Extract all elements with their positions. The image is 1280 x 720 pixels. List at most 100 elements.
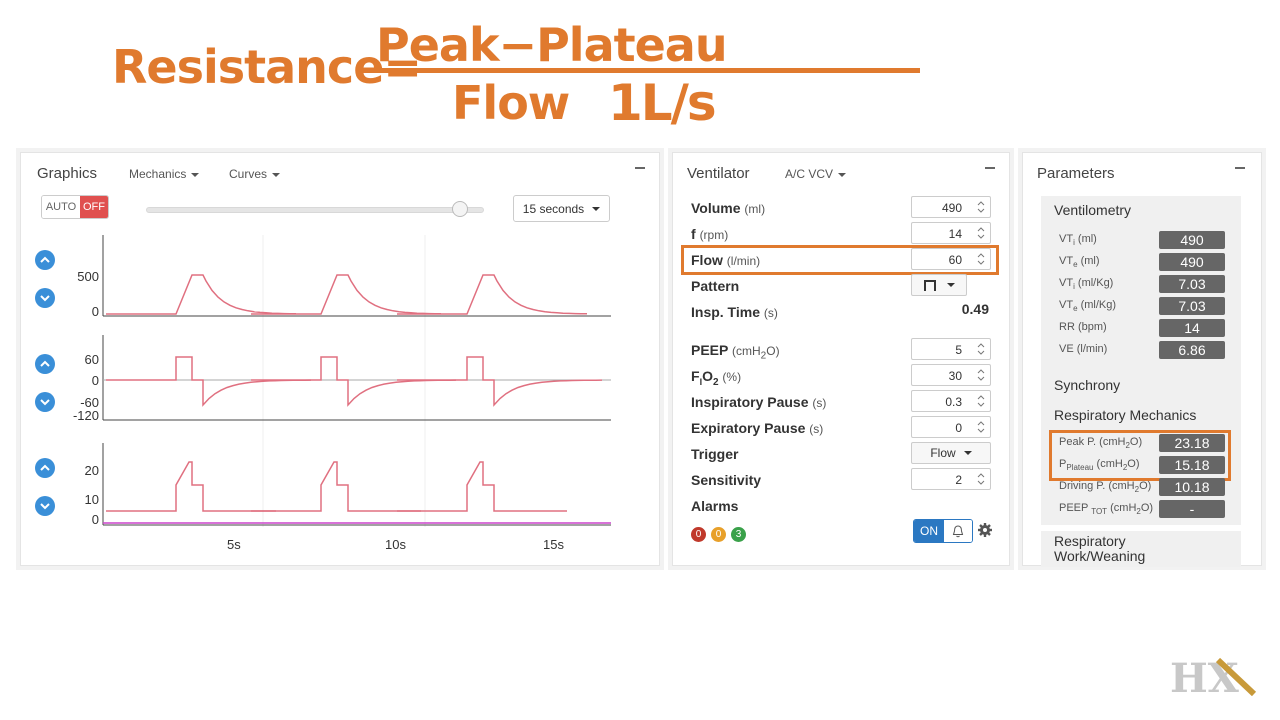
- param-unit-prefix: (cmH: [1096, 458, 1123, 470]
- flow-value: 60: [948, 253, 962, 267]
- spinner-arrows-icon[interactable]: [976, 471, 986, 487]
- x-tick-label: 15s: [543, 537, 564, 552]
- spinner-arrows-icon[interactable]: [976, 419, 986, 435]
- peep-input[interactable]: 5: [911, 338, 991, 360]
- driving-pressure-value: 10.18: [1159, 478, 1225, 496]
- alarm-toggle[interactable]: ON: [913, 519, 973, 543]
- spinner-arrows-icon[interactable]: [976, 393, 986, 409]
- volume-input[interactable]: 490: [911, 196, 991, 218]
- ventilator-title: Ventilator: [687, 165, 750, 182]
- spinner-arrows-icon[interactable]: [976, 225, 986, 241]
- sensitivity-input[interactable]: 2: [911, 468, 991, 490]
- mechanics-dropdown[interactable]: Mechanics: [129, 167, 200, 181]
- rate-label: f (rpm): [691, 226, 728, 242]
- trigger-dropdown[interactable]: Flow: [911, 442, 991, 464]
- peep-value: 5: [955, 343, 962, 357]
- driving-pressure-label: Driving P. (cmH2O): [1059, 480, 1151, 494]
- volume-curve-breath-1: [106, 274, 297, 315]
- plateau-pressure-label: PPlateau (cmH2O): [1059, 458, 1140, 472]
- fio2-label-2: 2: [712, 376, 719, 388]
- chart2-tick-label: 60: [84, 352, 99, 367]
- collapse-parameters-button[interactable]: [1235, 167, 1245, 169]
- volume-curve-breath-2: [251, 274, 442, 315]
- chart2-scale-down-button[interactable]: [35, 392, 55, 412]
- fio2-label: FIO2 (%): [691, 368, 741, 388]
- chart2-tick-label: -120: [72, 408, 99, 423]
- off-button[interactable]: OFF: [80, 196, 108, 218]
- peak-pressure-label: Peak P. (cmH2O): [1059, 436, 1142, 450]
- time-slider-thumb[interactable]: [452, 201, 469, 217]
- ventilometry-title: Ventilometry: [1054, 202, 1132, 218]
- fio2-input[interactable]: 30: [911, 364, 991, 386]
- fio2-label-o: O: [702, 368, 713, 384]
- synchrony-section[interactable]: Synchrony: [1041, 371, 1241, 399]
- auto-off-toggle[interactable]: AUTO OFF: [41, 195, 109, 219]
- graphics-panel: Graphics Mechanics Curves AUTO OFF 15 se…: [20, 152, 660, 566]
- rr-value: 14: [1159, 319, 1225, 337]
- pressure-curve-breath-3: [397, 461, 567, 512]
- chart2-tick-label: -60: [80, 395, 99, 410]
- spinner-arrows-icon[interactable]: [976, 367, 986, 383]
- insp-pause-label-text: Inspiratory Pause: [691, 394, 809, 410]
- insp-time-label-text: Insp. Time: [691, 304, 760, 320]
- param-sub: i: [1073, 282, 1075, 292]
- param-unit-suffix: O): [1127, 458, 1140, 470]
- insp-pause-input[interactable]: 0.3: [911, 390, 991, 412]
- chevron-down-icon: [592, 206, 601, 211]
- spinner-arrows-icon[interactable]: [976, 341, 986, 357]
- time-window-dropdown[interactable]: 15 seconds: [513, 195, 610, 222]
- exp-pause-value: 0: [955, 421, 962, 435]
- pattern-dropdown[interactable]: [911, 274, 967, 296]
- vti-mlkg-value: 7.03: [1159, 275, 1225, 293]
- alarm-low-count[interactable]: 3: [731, 527, 746, 542]
- vte-ml-value: 490: [1159, 253, 1225, 271]
- exp-pause-input[interactable]: 0: [911, 416, 991, 438]
- param-unit-sub: 2: [1122, 463, 1128, 473]
- collapse-graphics-button[interactable]: [635, 167, 645, 169]
- rate-input[interactable]: 14: [911, 222, 991, 244]
- flow-input[interactable]: 60: [911, 248, 991, 270]
- mechanics-dropdown-label: Mechanics: [129, 167, 187, 181]
- param-unit-prefix: (cmH: [1108, 480, 1135, 492]
- peep-unit-subscript: 2: [760, 350, 767, 362]
- alarm-bell-button[interactable]: [944, 520, 972, 542]
- param-unit-sub: 2: [1136, 507, 1141, 517]
- chart3-scale-up-button[interactable]: [35, 458, 55, 478]
- collapse-ventilator-button[interactable]: [985, 167, 995, 169]
- alarm-on-button[interactable]: ON: [914, 520, 944, 542]
- chart3-tick-label: 0: [91, 512, 99, 527]
- insp-time-value: 0.49: [961, 301, 989, 317]
- synchrony-title: Synchrony: [1054, 377, 1121, 393]
- formula-denominator: Flow: [452, 76, 570, 130]
- param-unit: (bpm): [1077, 321, 1107, 333]
- param-unit-prefix: (cmH: [1110, 502, 1137, 514]
- spinner-arrows-icon[interactable]: [976, 251, 986, 267]
- curves-dropdown[interactable]: Curves: [229, 167, 281, 181]
- peep-unit-prefix: (cmH: [732, 344, 761, 358]
- alarm-high-count[interactable]: 0: [691, 527, 706, 542]
- logo-accent-stroke: [1215, 657, 1256, 696]
- auto-button[interactable]: AUTO: [42, 196, 80, 218]
- chart3-tick-label: 10: [84, 492, 99, 507]
- spinner-arrows-icon[interactable]: [976, 199, 986, 215]
- gear-icon[interactable]: [977, 522, 993, 538]
- bell-icon: [952, 524, 964, 537]
- peep-label-text: PEEP: [691, 342, 729, 358]
- chart1-scale-down-button[interactable]: [35, 288, 55, 308]
- work-weaning-section[interactable]: Respiratory Work/Weaning: [1041, 531, 1241, 567]
- chart1-scale-up-button[interactable]: [35, 250, 55, 270]
- param-sub: Plateau: [1066, 463, 1094, 473]
- chart3-scale-down-button[interactable]: [35, 496, 55, 516]
- chart2-tick-label: 0: [91, 373, 99, 388]
- work-title-line2: Work/Weaning: [1054, 548, 1146, 564]
- mode-dropdown[interactable]: A/C VCV: [785, 167, 847, 181]
- alarm-medium-count[interactable]: 0: [711, 527, 726, 542]
- x-tick-label: 5s: [227, 537, 241, 552]
- flow-curve-breath-1: [106, 356, 312, 407]
- formula-numerator: Peak−Plateau: [376, 18, 728, 72]
- insp-pause-unit: (s): [812, 396, 827, 410]
- time-slider-track[interactable]: [146, 207, 484, 213]
- sensitivity-value: 2: [955, 473, 962, 487]
- chart2-scale-up-button[interactable]: [35, 354, 55, 374]
- chevron-down-icon: [947, 283, 955, 287]
